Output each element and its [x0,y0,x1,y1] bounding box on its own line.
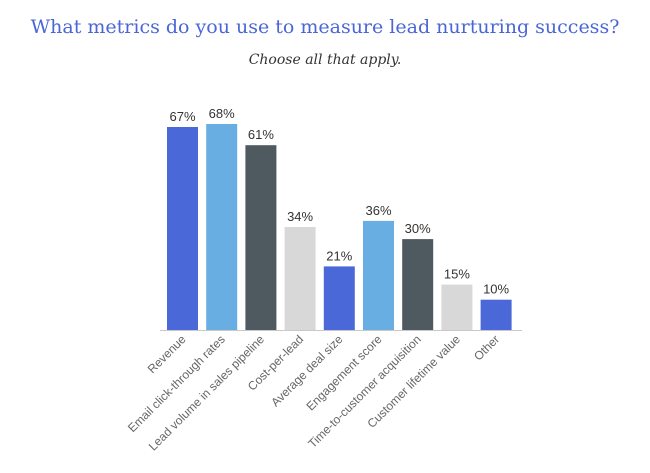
bar-2 [206,124,238,330]
bar-5 [323,266,355,330]
bar-6 [363,220,394,330]
bars-group [167,124,512,330]
value-label-8: 15% [444,267,470,282]
value-label-9: 10% [483,282,509,297]
bar-4 [284,227,316,330]
bar-9 [480,299,512,330]
bar-3 [245,145,277,330]
value-label-3: 61% [248,127,274,142]
value-label-6: 36% [365,203,391,218]
value-label-4: 34% [287,209,313,224]
bar-8 [441,284,473,330]
chart-subtitle: Choose all that apply. [248,52,402,68]
value-labels-group: 67% 68% 61% 34% 21% 36% 30% 15% 10% [169,106,509,297]
value-label-5: 21% [326,248,352,263]
chart-title: What metrics do you use to measure lead … [30,16,620,38]
bar-7 [402,239,434,330]
value-label-1: 67% [169,109,195,124]
bar-1 [167,127,198,330]
category-label-5: Average deal size [268,332,345,409]
category-label-9: Other [471,332,502,363]
value-label-7: 30% [405,221,431,236]
value-label-2: 68% [209,106,235,121]
